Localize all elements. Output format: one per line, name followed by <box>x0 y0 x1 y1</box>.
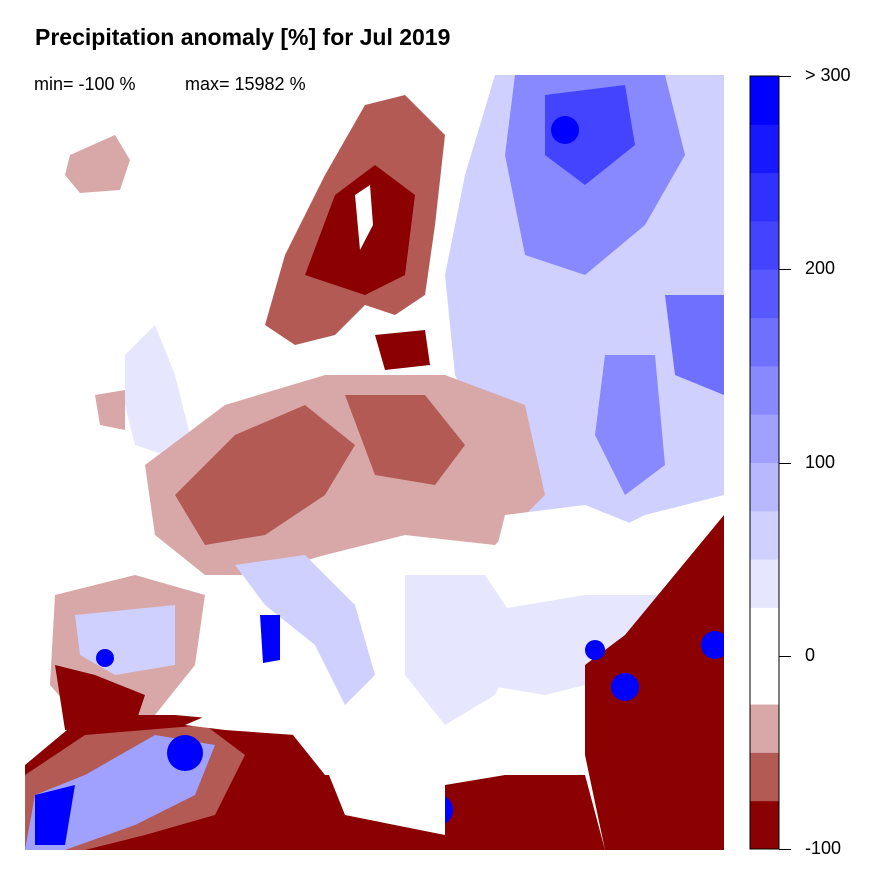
colorbar-tick-label: 100 <box>805 451 836 472</box>
min-value: min= -100 % <box>32 74 138 95</box>
colorbar-bin <box>750 800 779 850</box>
colorbar-tick <box>779 655 791 657</box>
colorbar-bin <box>750 365 779 415</box>
colorbar-bin <box>750 269 779 319</box>
colorbar-bin <box>750 655 779 705</box>
mediterranean-sea <box>185 675 585 775</box>
colorbar-bin <box>750 172 779 222</box>
colorbar-bin <box>750 752 779 802</box>
colorbar-bin <box>750 462 779 512</box>
colorbar <box>749 75 780 850</box>
colorbar-bin <box>750 317 779 367</box>
colorbar-tick <box>779 849 791 850</box>
map-title: Precipitation anomaly [%] for Jul 2019 <box>35 24 451 50</box>
colorbar-bin <box>750 510 779 560</box>
colorbar-tick <box>779 462 791 464</box>
colorbar-tick-label: 0 <box>805 644 816 665</box>
colorbar-bin <box>750 704 779 753</box>
colorbar-bin <box>750 124 779 174</box>
colorbar-tick-label: -100 <box>805 838 842 858</box>
colorbar-tick <box>779 76 791 77</box>
colorbar-bin <box>750 414 779 463</box>
colorbar-bin <box>750 220 779 270</box>
colorbar-bin <box>750 607 779 657</box>
colorbar-tick <box>779 269 791 271</box>
colorbar-bin <box>750 76 779 125</box>
colorbar-tick-label: > 300 <box>805 65 851 85</box>
colorbar-bin <box>750 559 779 608</box>
colorbar-tick-label: 200 <box>805 258 836 279</box>
max-value: max= 15982 % <box>183 74 308 95</box>
precipitation-anomaly-map <box>25 75 724 850</box>
